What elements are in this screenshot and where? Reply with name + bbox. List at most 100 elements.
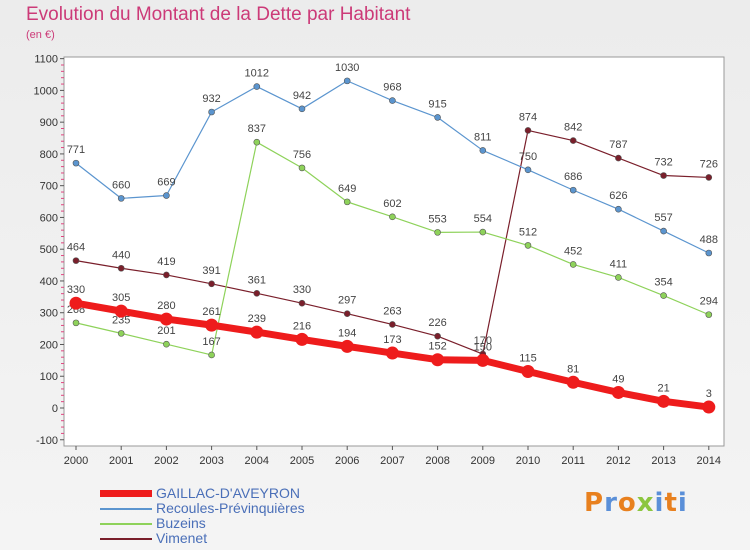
data-point [660, 172, 667, 179]
data-label: 726 [700, 158, 718, 170]
data-point [253, 138, 261, 146]
data-point [385, 346, 399, 360]
y-tick-label: 800 [40, 149, 58, 161]
data-point [476, 353, 490, 367]
logo-letter: o [617, 488, 637, 518]
x-tick-label: 2001 [109, 455, 133, 467]
logo-letter: t [664, 488, 678, 518]
data-label: 750 [519, 151, 537, 163]
data-point [615, 154, 622, 162]
data-label: 261 [202, 306, 220, 318]
data-label: 1012 [245, 68, 269, 80]
data-point [72, 257, 80, 264]
data-point [117, 264, 125, 272]
data-label: 842 [564, 122, 582, 134]
data-label: 732 [654, 157, 672, 169]
data-point [569, 261, 577, 268]
data-point [253, 83, 261, 90]
data-point [117, 330, 125, 337]
x-tick-label: 2002 [154, 455, 178, 467]
data-point [434, 332, 441, 340]
data-label: 771 [67, 144, 85, 156]
data-point [660, 227, 667, 235]
data-point [702, 400, 716, 414]
data-point [117, 195, 125, 202]
data-point [163, 192, 170, 199]
chart-unit: (en €) [26, 29, 55, 41]
data-label: 553 [428, 213, 446, 225]
y-tick-label: 200 [40, 339, 58, 351]
x-tick-label: 2000 [64, 455, 88, 467]
data-label: 81 [567, 363, 579, 375]
data-point [569, 186, 577, 194]
logo-letter: i [677, 488, 688, 518]
data-point [389, 97, 396, 104]
data-label: 686 [564, 171, 582, 183]
data-point [208, 351, 215, 359]
data-label: 361 [248, 274, 266, 286]
y-tick-label: -100 [36, 435, 58, 447]
x-tick-label: 2004 [245, 455, 269, 467]
data-point [434, 229, 441, 236]
data-point [434, 114, 441, 121]
data-label: 512 [519, 226, 537, 238]
data-label: 626 [609, 190, 627, 202]
data-label: 419 [157, 256, 175, 268]
x-tick-label: 2003 [199, 455, 223, 467]
data-point [253, 290, 261, 297]
logo-letter: P [584, 488, 605, 518]
legend-label: Recoules-Prévinquières [156, 500, 305, 516]
data-point [72, 159, 80, 167]
data-point [298, 105, 306, 113]
logo-letter: r [604, 488, 618, 518]
legend-swatch [100, 508, 152, 510]
data-label: 756 [293, 149, 311, 161]
data-label: 660 [112, 179, 130, 191]
data-point [389, 213, 396, 221]
data-point [479, 228, 487, 236]
data-point [524, 127, 532, 134]
data-label: 557 [654, 212, 672, 224]
logo-letter: i [654, 488, 665, 518]
data-point [479, 147, 487, 154]
data-point [298, 299, 306, 307]
data-label: 968 [383, 82, 401, 94]
y-tick-label: 500 [40, 244, 58, 256]
data-label: 602 [383, 198, 401, 210]
data-label: 263 [383, 305, 401, 317]
data-point [250, 325, 264, 339]
data-label: 354 [654, 277, 672, 289]
x-tick-label: 2012 [606, 455, 630, 467]
legend-label: GAILLAC-D'AVEYRON [156, 485, 301, 501]
data-label: 3 [706, 388, 712, 400]
data-label: 330 [67, 284, 85, 296]
y-tick-label: 400 [40, 276, 58, 288]
data-label: 932 [202, 93, 220, 105]
data-label: 280 [157, 300, 175, 312]
data-label: 464 [67, 242, 85, 254]
legend-label: Buzeins [156, 515, 206, 531]
y-tick-label: 300 [40, 308, 58, 320]
data-point [705, 249, 713, 257]
legend-swatch [100, 490, 152, 497]
data-label: 235 [112, 314, 130, 326]
y-tick-label: 0 [52, 403, 58, 415]
data-label: 170 [474, 335, 492, 347]
legend-swatch [100, 523, 152, 525]
data-point [343, 77, 351, 85]
data-point [69, 296, 83, 310]
data-label: 915 [428, 98, 446, 110]
data-label: 787 [609, 139, 627, 151]
data-label: 239 [248, 313, 266, 325]
data-label: 452 [564, 245, 582, 257]
data-point [343, 310, 351, 317]
data-label: 1030 [335, 62, 359, 74]
x-tick-label: 2006 [335, 455, 359, 467]
data-label: 49 [612, 373, 624, 385]
legend-label: Vimenet [156, 530, 208, 546]
data-point [389, 321, 396, 328]
y-tick-label: 1100 [34, 54, 58, 66]
x-tick-label: 2014 [697, 455, 721, 467]
data-label: 115 [519, 352, 537, 364]
y-tick-label: 900 [40, 117, 58, 129]
